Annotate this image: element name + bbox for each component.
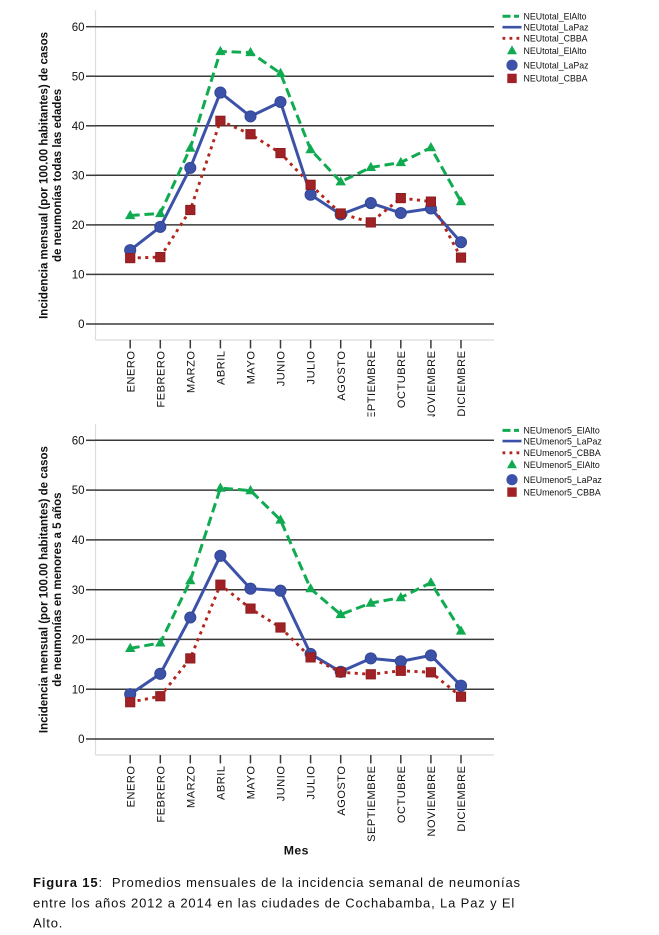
svg-text:0: 0 — [78, 734, 84, 746]
svg-text:0: 0 — [78, 319, 84, 331]
svg-text:60: 60 — [72, 22, 85, 34]
svg-text:NEUmenor5_CBBA: NEUmenor5_CBBA — [524, 487, 601, 497]
svg-text:FEBRERO: FEBRERO — [155, 766, 167, 823]
svg-text:MARZO: MARZO — [185, 351, 197, 393]
svg-text:de neumonías en menores a 5 añ: de neumonías en menores a 5 años — [52, 492, 64, 686]
svg-text:DICIEMBRE: DICIEMBRE — [456, 766, 468, 832]
svg-text:NEUmenor5_LaPaz: NEUmenor5_LaPaz — [524, 436, 602, 446]
svg-text:SEPTIEMBRE: SEPTIEMBRE — [366, 351, 378, 427]
svg-text:MAYO: MAYO — [246, 766, 258, 800]
svg-text:30: 30 — [72, 585, 85, 597]
svg-text:FEBRERO: FEBRERO — [155, 351, 167, 408]
svg-text:NEUtotal_CBBA: NEUtotal_CBBA — [524, 74, 588, 84]
svg-text:SEPTIEMBRE: SEPTIEMBRE — [366, 766, 378, 842]
svg-text:50: 50 — [72, 485, 85, 497]
svg-text:40: 40 — [72, 121, 85, 133]
svg-text:NEUmenor5_ElAlto: NEUmenor5_ElAlto — [524, 426, 600, 436]
svg-text:MARZO: MARZO — [185, 766, 197, 808]
svg-text:50: 50 — [72, 71, 85, 83]
svg-text:NEUtotal_ElAlto: NEUtotal_ElAlto — [524, 11, 587, 21]
svg-text:Mes: Mes — [284, 844, 309, 858]
svg-text:de neumonías todas las edades: de neumonías todas las edades — [52, 89, 64, 262]
svg-text:NEUtotal_LaPaz: NEUtotal_LaPaz — [524, 60, 589, 70]
svg-text:OCTUBRE: OCTUBRE — [396, 766, 408, 824]
svg-text:ABRIL: ABRIL — [216, 351, 228, 386]
svg-text:NOVIEMBRE: NOVIEMBRE — [426, 351, 438, 422]
svg-text:ENERO: ENERO — [125, 351, 137, 393]
svg-text:Figura 15: Promedios mensuale: Figura 15: Promedios mensuales de la inc… — [33, 875, 521, 890]
svg-text:AGOSTO: AGOSTO — [336, 351, 348, 401]
svg-text:NEUmenor5_ElAlto: NEUmenor5_ElAlto — [524, 460, 600, 470]
svg-text:Incidencia mensual (por 100.00: Incidencia mensual (por 100.00 habitante… — [39, 446, 51, 733]
svg-text:30: 30 — [72, 170, 85, 182]
svg-text:Alto.: Alto. — [33, 915, 63, 930]
svg-text:Incidencia mensual (por 100.00: Incidencia mensual (por 100.00 habitante… — [39, 32, 51, 319]
svg-text:OCTUBRE: OCTUBRE — [396, 351, 408, 409]
svg-text:NEUmenor5_CBBA: NEUmenor5_CBBA — [524, 448, 601, 458]
svg-text:JULIO: JULIO — [306, 351, 318, 385]
svg-text:ENERO: ENERO — [125, 766, 137, 808]
svg-text:NOVIEMBRE: NOVIEMBRE — [426, 766, 438, 837]
svg-text:NEUtotal_CBBA: NEUtotal_CBBA — [524, 34, 588, 44]
svg-text:20: 20 — [72, 220, 85, 232]
svg-text:JUNIO: JUNIO — [276, 766, 288, 802]
svg-text:ABRIL: ABRIL — [216, 766, 228, 801]
svg-text:10: 10 — [72, 270, 85, 282]
svg-text:NEUtotal_LaPaz: NEUtotal_LaPaz — [524, 22, 589, 32]
svg-text:JULIO: JULIO — [306, 766, 318, 800]
svg-text:20: 20 — [72, 635, 85, 647]
svg-text:60: 60 — [72, 435, 85, 447]
svg-text:entre los años 2012 a 2014 en: entre los años 2012 a 2014 en las ciudad… — [33, 895, 515, 910]
svg-text:10: 10 — [72, 684, 85, 696]
svg-text:AGOSTO: AGOSTO — [336, 766, 348, 816]
svg-text:DICIEMBRE: DICIEMBRE — [456, 350, 468, 416]
svg-text:NEUtotal_ElAlto: NEUtotal_ElAlto — [524, 46, 587, 56]
svg-text:40: 40 — [72, 535, 85, 547]
svg-text:NEUmenor5_LaPaz: NEUmenor5_LaPaz — [524, 475, 602, 485]
svg-text:JUNIO: JUNIO — [276, 351, 288, 387]
svg-text:MAYO: MAYO — [246, 351, 258, 385]
